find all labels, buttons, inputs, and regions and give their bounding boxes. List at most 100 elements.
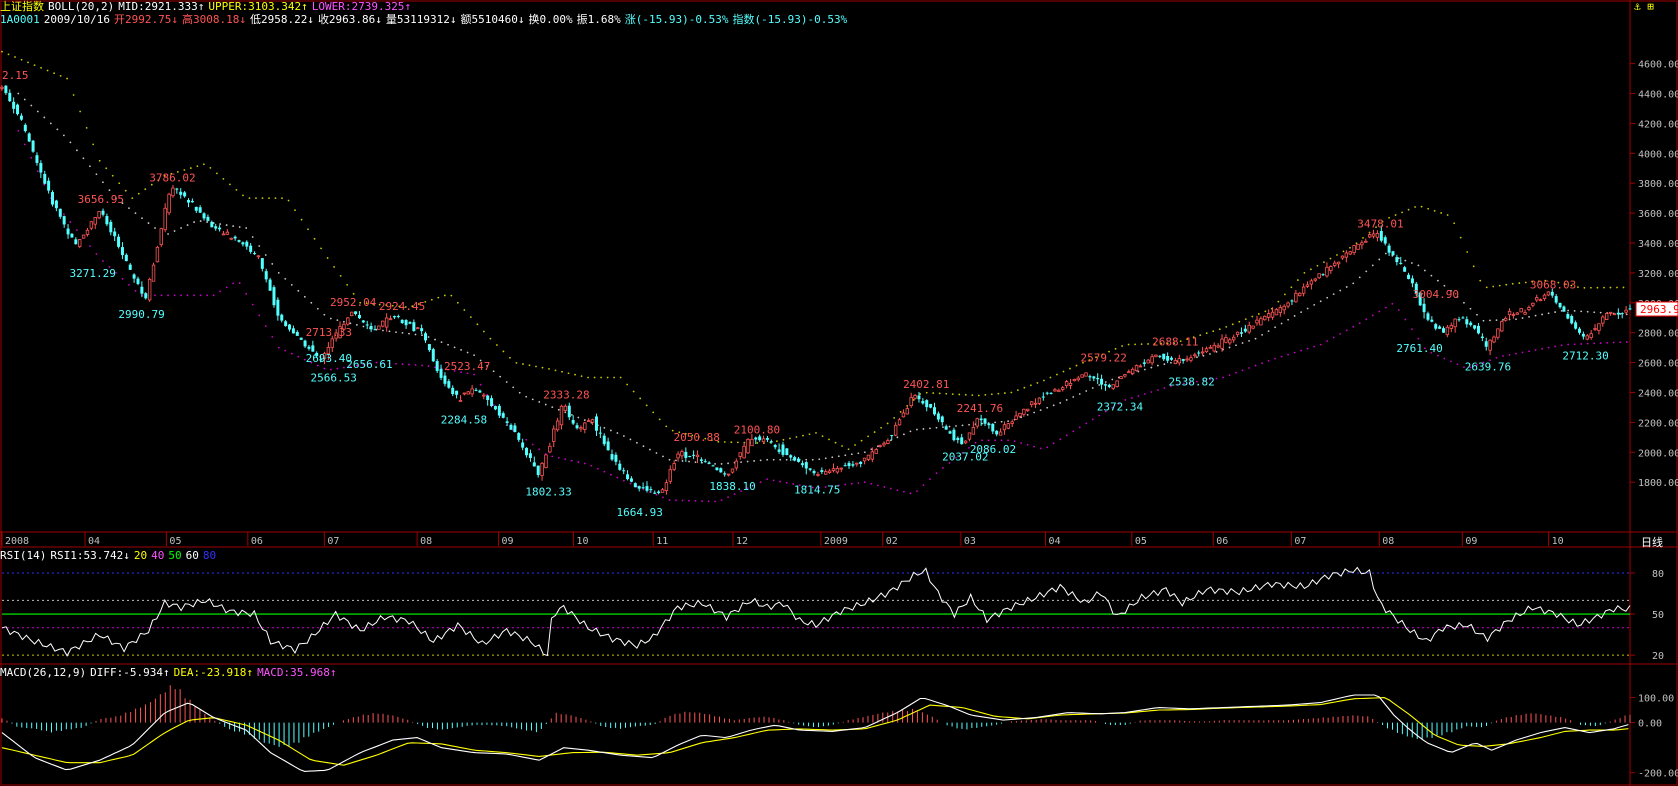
boll-mid-dot (1163, 363, 1166, 366)
boll-upper-dot (268, 197, 270, 200)
candle-body-up (338, 326, 342, 339)
candle-body-down (291, 328, 295, 334)
index-name[interactable]: 上证指数 (0, 0, 44, 13)
candle-body-up (1352, 245, 1356, 254)
boll-mid-dot (1228, 346, 1231, 349)
candle-body-down (237, 240, 241, 242)
candle-body-down (528, 453, 532, 458)
boll-mid-dot (831, 456, 834, 459)
boll-mid-dot (225, 224, 228, 226)
candle-body-up (563, 405, 568, 411)
candle-body-up (590, 419, 595, 423)
boll-lower-dot (284, 349, 287, 352)
candle-body-up (668, 469, 672, 482)
boll-lower-dot (1489, 359, 1491, 362)
candle-body-down (455, 390, 459, 395)
boll-upper-dot (958, 393, 961, 396)
boll-lower-dot (753, 484, 756, 487)
boll-lower-dot (479, 383, 482, 386)
boll-mid-dot (759, 459, 762, 462)
candle-body-up (1546, 291, 1551, 296)
quote-amount: 额5510460↓ (460, 13, 525, 26)
candle-body-down (1418, 292, 1422, 306)
boll-upper-dot (352, 292, 355, 295)
candle-body-up (1064, 381, 1069, 386)
candle-body-up (1488, 339, 1492, 351)
boll-lower-dot (342, 366, 345, 369)
boll-mid-dot (629, 438, 632, 441)
price-tick-label: 2400.00 (1638, 388, 1678, 399)
boll-upper-dot (59, 74, 62, 77)
candle-body-down (478, 390, 482, 393)
boll-mid-dot (1306, 307, 1309, 310)
boll-mid-dot (382, 329, 384, 332)
boll-lower-dot (1378, 310, 1381, 313)
boll-mid-dot (525, 395, 528, 398)
candle-body-down (31, 140, 35, 152)
boll-lower-dot (818, 486, 821, 489)
boll-upper-dot (795, 436, 798, 438)
boll-lower-dot (1469, 366, 1472, 369)
candle-body-down (311, 345, 315, 352)
candle-body-up (726, 473, 731, 476)
candle-body-up (1263, 315, 1267, 321)
boll-upper-dot (300, 218, 303, 221)
candle-body-down (272, 287, 276, 306)
boll-lower-dot (1371, 314, 1374, 317)
candle-body-up (893, 424, 898, 436)
high-price-label: 2924.45 (379, 300, 425, 313)
candle-body-up (171, 187, 175, 197)
boll-lower-dot (128, 283, 130, 286)
boll-mid-dot (1065, 399, 1068, 401)
candle-body-up (349, 311, 354, 317)
boll-lower-dot (792, 483, 795, 485)
corner-icons[interactable]: ⚓ ⊞ (1634, 0, 1654, 13)
candle-body-down (443, 375, 447, 384)
boll-upper-dot (1310, 268, 1312, 271)
boll-mid-dot (1326, 296, 1329, 299)
candle-body-down (1426, 313, 1430, 320)
candle-body-up (855, 462, 859, 465)
boll-lower-dot (323, 367, 326, 370)
boll-mid-dot (128, 207, 130, 210)
candle-body-up (827, 470, 832, 473)
candle-body-down (987, 423, 991, 426)
candle-body-down (1574, 322, 1578, 329)
boll-mid-dot (753, 460, 756, 462)
boll-lower-dot (349, 365, 352, 368)
boll-lower-dot (694, 500, 697, 502)
candle-body-up (470, 388, 474, 395)
candle-body-up (1612, 313, 1617, 316)
boll-lower-dot (935, 472, 938, 475)
boll-lower-dot (1319, 343, 1322, 346)
price-tick-label: 3800.00 (1638, 179, 1678, 190)
boll-mid-dot (43, 116, 46, 119)
time-tick-label: 07 (327, 536, 339, 547)
candle-body-up (1208, 346, 1213, 349)
candle-body-up (1453, 318, 1457, 328)
boll-mid-dot (1573, 310, 1576, 312)
candle-body-down (431, 349, 435, 362)
candle-body-down (1395, 257, 1399, 263)
boll-lower-dot (1111, 406, 1114, 409)
boll-lower-dot (1313, 345, 1316, 348)
boll-upper-dot (1446, 214, 1449, 216)
boll-mid-dot (948, 425, 951, 428)
boll-lower-dot (453, 370, 456, 372)
boll-upper-arrow: ↑ (301, 0, 308, 13)
price-tick-label: 3400.00 (1638, 239, 1678, 250)
candle-body-up (1138, 365, 1143, 368)
candle-body-down (859, 461, 863, 464)
boll-upper-dot (984, 393, 987, 396)
boll-upper-dot (118, 182, 121, 185)
candle-body-down (1387, 245, 1391, 253)
period-label[interactable]: 日线 (1641, 535, 1663, 549)
boll-upper-dot (1375, 226, 1377, 229)
boll-lower-dot (1215, 377, 1218, 380)
low-price-label: 2538.82 (1168, 375, 1214, 388)
boll-upper-dot (1127, 343, 1130, 346)
boll-upper-dot (554, 369, 557, 372)
candle-body-down (268, 279, 272, 291)
candle-body-down (187, 200, 191, 203)
